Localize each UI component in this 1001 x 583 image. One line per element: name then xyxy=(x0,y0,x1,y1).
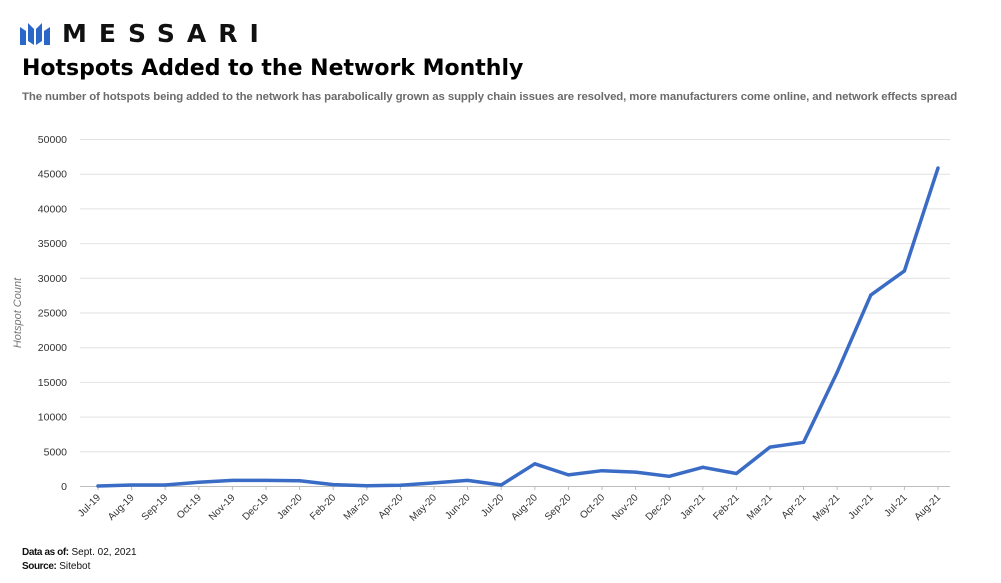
y-tick-label: 30000 xyxy=(38,273,67,285)
footer: Data as of: Sept. 02, 2021 Source: Siteb… xyxy=(22,546,137,574)
data-point xyxy=(869,293,873,297)
y-tick-label: 40000 xyxy=(38,203,67,215)
x-tick-label: Feb-20 xyxy=(308,492,338,522)
data-point xyxy=(835,370,839,374)
data-point xyxy=(768,445,772,449)
y-axis-label: Hotspot Count xyxy=(12,277,24,348)
page-subtitle: The number of hotspots being added to th… xyxy=(22,91,958,103)
x-tick-label: Aug-21 xyxy=(913,492,944,523)
x-tick-label: Jun-21 xyxy=(847,492,877,522)
x-tick-label: Jan-20 xyxy=(275,492,305,522)
data-point xyxy=(230,478,234,483)
x-tick-label: Dec-20 xyxy=(644,492,675,523)
x-tick-label: Mar-20 xyxy=(342,492,372,522)
x-tick-label: Apr-21 xyxy=(780,492,809,521)
x-tick-label: May-20 xyxy=(408,492,440,524)
data-point xyxy=(466,478,470,483)
y-tick-label: 25000 xyxy=(38,308,67,320)
y-tick-label: 0 xyxy=(61,481,67,493)
y-tick-label: 35000 xyxy=(38,238,67,250)
brand-header: MESSARI xyxy=(20,20,271,48)
x-tick-label: Nov-20 xyxy=(610,492,641,523)
data-point xyxy=(936,166,940,170)
y-tick-label: 20000 xyxy=(38,342,67,354)
data-point xyxy=(432,481,436,485)
y-tick-label: 5000 xyxy=(44,446,68,458)
y-tick-labels: 0 5000 10000 15000 20000 25000 30000 35000 40000… xyxy=(38,134,67,493)
x-tick-label: Jan-21 xyxy=(679,492,709,522)
y-tick-label: 15000 xyxy=(38,377,67,389)
data-point xyxy=(802,440,806,444)
x-tick-label: Oct-20 xyxy=(578,492,607,521)
x-tick-label: Sep-19 xyxy=(140,492,171,523)
data-point xyxy=(163,483,167,487)
data-point xyxy=(298,479,302,483)
brand-name: MESSARI xyxy=(62,19,271,48)
data-point xyxy=(600,469,604,473)
data-point xyxy=(734,471,739,476)
x-tick-label: Aug-20 xyxy=(509,492,540,523)
data-point xyxy=(902,269,907,273)
data-point xyxy=(499,483,503,487)
data-point xyxy=(667,474,671,478)
x-tick-label: Sep-20 xyxy=(543,492,574,523)
series-line xyxy=(96,166,940,488)
data-point xyxy=(566,473,571,477)
source-credit: Source: Sitebot xyxy=(22,561,91,572)
data-point xyxy=(264,478,268,483)
x-tick-labels: Jul-19 Aug-19 Sep-19 Oct-19 Nov-19 Dec-19 Jan-… xyxy=(76,486,943,524)
data-point xyxy=(533,462,537,466)
x-tick-label: Jun-20 xyxy=(443,492,473,522)
x-tick-label: Jul-20 xyxy=(479,492,506,519)
x-tick-label: Apr-20 xyxy=(377,492,406,521)
page-title: Hotspots Added to the Network Monthly xyxy=(22,56,524,81)
data-point xyxy=(398,483,402,487)
y-tick-label: 50000 xyxy=(38,134,67,146)
x-tick-label: May-21 xyxy=(811,492,843,524)
data-point xyxy=(365,484,369,488)
y-tick-label: 10000 xyxy=(38,412,67,424)
x-tick-label: Jul-19 xyxy=(76,492,103,519)
data-points xyxy=(96,166,940,488)
x-tick-label: Nov-19 xyxy=(207,492,238,523)
messari-logo-icon xyxy=(20,23,50,45)
data-point xyxy=(96,484,100,488)
data-point xyxy=(197,480,201,484)
data-point xyxy=(130,483,134,487)
y-tick-label: 45000 xyxy=(38,169,67,181)
data-point xyxy=(331,483,335,487)
x-tick-label: Aug-19 xyxy=(106,492,137,523)
x-tick-label: Oct-19 xyxy=(175,492,204,521)
data-point xyxy=(634,470,638,474)
x-tick-label: Dec-19 xyxy=(241,492,272,523)
grid-lines xyxy=(80,139,950,453)
x-tick-label: Feb-21 xyxy=(711,492,741,522)
data-as-of: Data as of: Sept. 02, 2021 xyxy=(22,547,137,558)
x-tick-label: Jul-21 xyxy=(882,492,909,519)
x-tick-label: Mar-21 xyxy=(745,492,775,522)
data-point xyxy=(701,465,705,469)
